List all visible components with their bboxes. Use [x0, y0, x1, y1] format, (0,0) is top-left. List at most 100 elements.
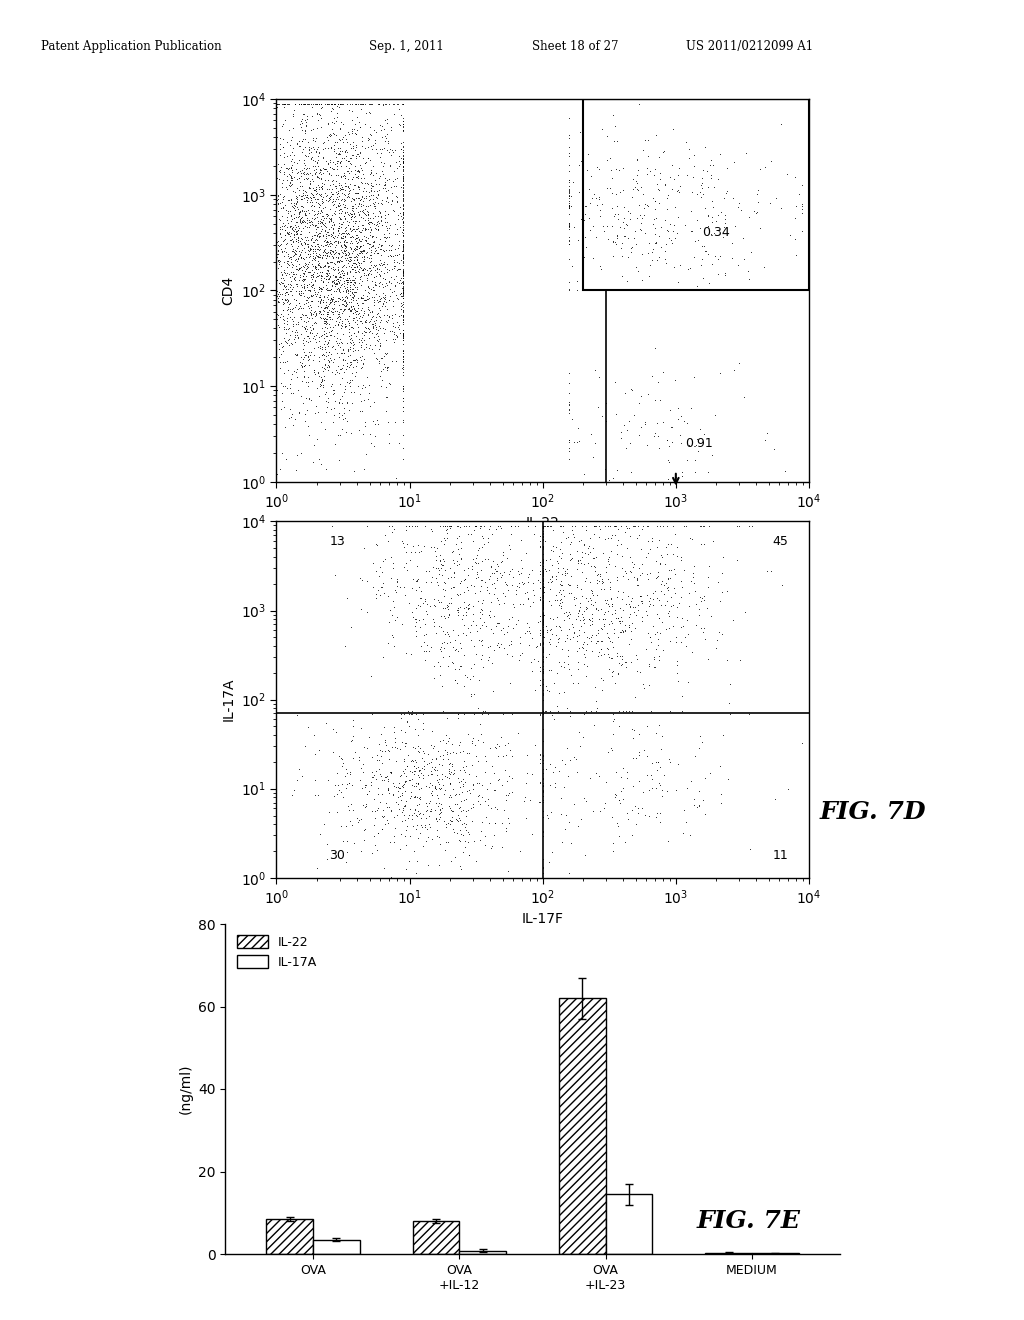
Point	[328, 230, 344, 251]
Point	[295, 392, 311, 413]
Point	[342, 275, 358, 296]
Point	[467, 515, 483, 536]
Point	[380, 180, 396, 201]
Point	[395, 141, 412, 162]
Point	[392, 838, 409, 859]
Point	[346, 239, 362, 260]
Point	[607, 607, 624, 628]
Point	[575, 247, 592, 268]
Point	[268, 263, 285, 284]
Point	[370, 242, 386, 263]
Point	[268, 242, 285, 263]
Point	[293, 256, 309, 277]
Point	[296, 120, 312, 141]
Point	[598, 771, 614, 792]
Point	[288, 314, 304, 335]
Point	[350, 161, 367, 182]
Point	[345, 715, 361, 737]
Point	[395, 260, 412, 281]
Point	[275, 198, 292, 219]
Point	[618, 214, 635, 235]
Point	[312, 335, 329, 356]
Point	[612, 766, 629, 787]
Point	[268, 214, 285, 235]
Point	[504, 606, 520, 627]
Point	[268, 247, 285, 268]
Point	[342, 248, 358, 269]
Point	[327, 240, 343, 261]
Point	[347, 213, 364, 234]
Point	[326, 248, 342, 269]
Point	[342, 269, 358, 290]
Point	[456, 598, 472, 619]
Point	[395, 244, 412, 265]
Point	[333, 235, 349, 256]
Point	[370, 409, 386, 430]
Point	[662, 701, 678, 722]
Point	[270, 290, 287, 312]
Point	[535, 660, 551, 681]
Point	[293, 195, 309, 216]
Point	[757, 429, 773, 450]
Point	[280, 213, 296, 234]
Point	[347, 268, 364, 289]
Point	[582, 543, 598, 564]
Point	[272, 127, 289, 148]
Point	[291, 284, 307, 305]
Point	[332, 424, 348, 445]
Point	[285, 246, 301, 267]
Point	[308, 161, 325, 182]
Point	[440, 748, 457, 770]
Point	[605, 467, 622, 488]
Point	[282, 293, 298, 314]
Point	[439, 742, 456, 763]
Point	[375, 286, 391, 308]
Point	[380, 356, 396, 378]
Point	[317, 256, 334, 277]
Point	[561, 193, 578, 214]
Point	[524, 558, 541, 579]
Point	[513, 562, 529, 583]
Point	[710, 169, 726, 190]
Point	[354, 777, 371, 799]
Point	[570, 659, 587, 680]
Point	[531, 552, 548, 573]
Point	[570, 430, 587, 451]
Point	[268, 186, 285, 207]
Point	[324, 275, 340, 296]
Point	[561, 127, 578, 148]
Point	[286, 224, 302, 246]
Point	[597, 593, 613, 614]
Point	[787, 244, 804, 265]
Point	[344, 203, 360, 224]
Point	[664, 230, 680, 251]
Point	[382, 116, 398, 137]
Point	[395, 148, 412, 169]
Point	[350, 177, 367, 198]
Point	[601, 614, 617, 635]
Point	[329, 331, 345, 352]
Point	[430, 558, 446, 579]
Point	[355, 94, 372, 115]
Point	[323, 239, 339, 260]
Point	[535, 605, 551, 626]
Point	[268, 417, 285, 438]
Point	[268, 248, 285, 269]
Point	[589, 195, 605, 216]
Point	[603, 610, 620, 631]
Point	[291, 203, 307, 224]
Point	[395, 94, 412, 115]
Point	[288, 186, 304, 207]
Point	[571, 593, 588, 614]
Point	[268, 168, 285, 189]
Point	[386, 807, 402, 828]
Point	[302, 170, 318, 191]
Point	[562, 574, 579, 595]
Point	[271, 235, 288, 256]
Point	[278, 282, 294, 304]
Point	[337, 141, 353, 162]
Point	[377, 172, 393, 193]
Point	[302, 162, 318, 183]
Point	[641, 780, 657, 801]
Point	[665, 515, 681, 536]
